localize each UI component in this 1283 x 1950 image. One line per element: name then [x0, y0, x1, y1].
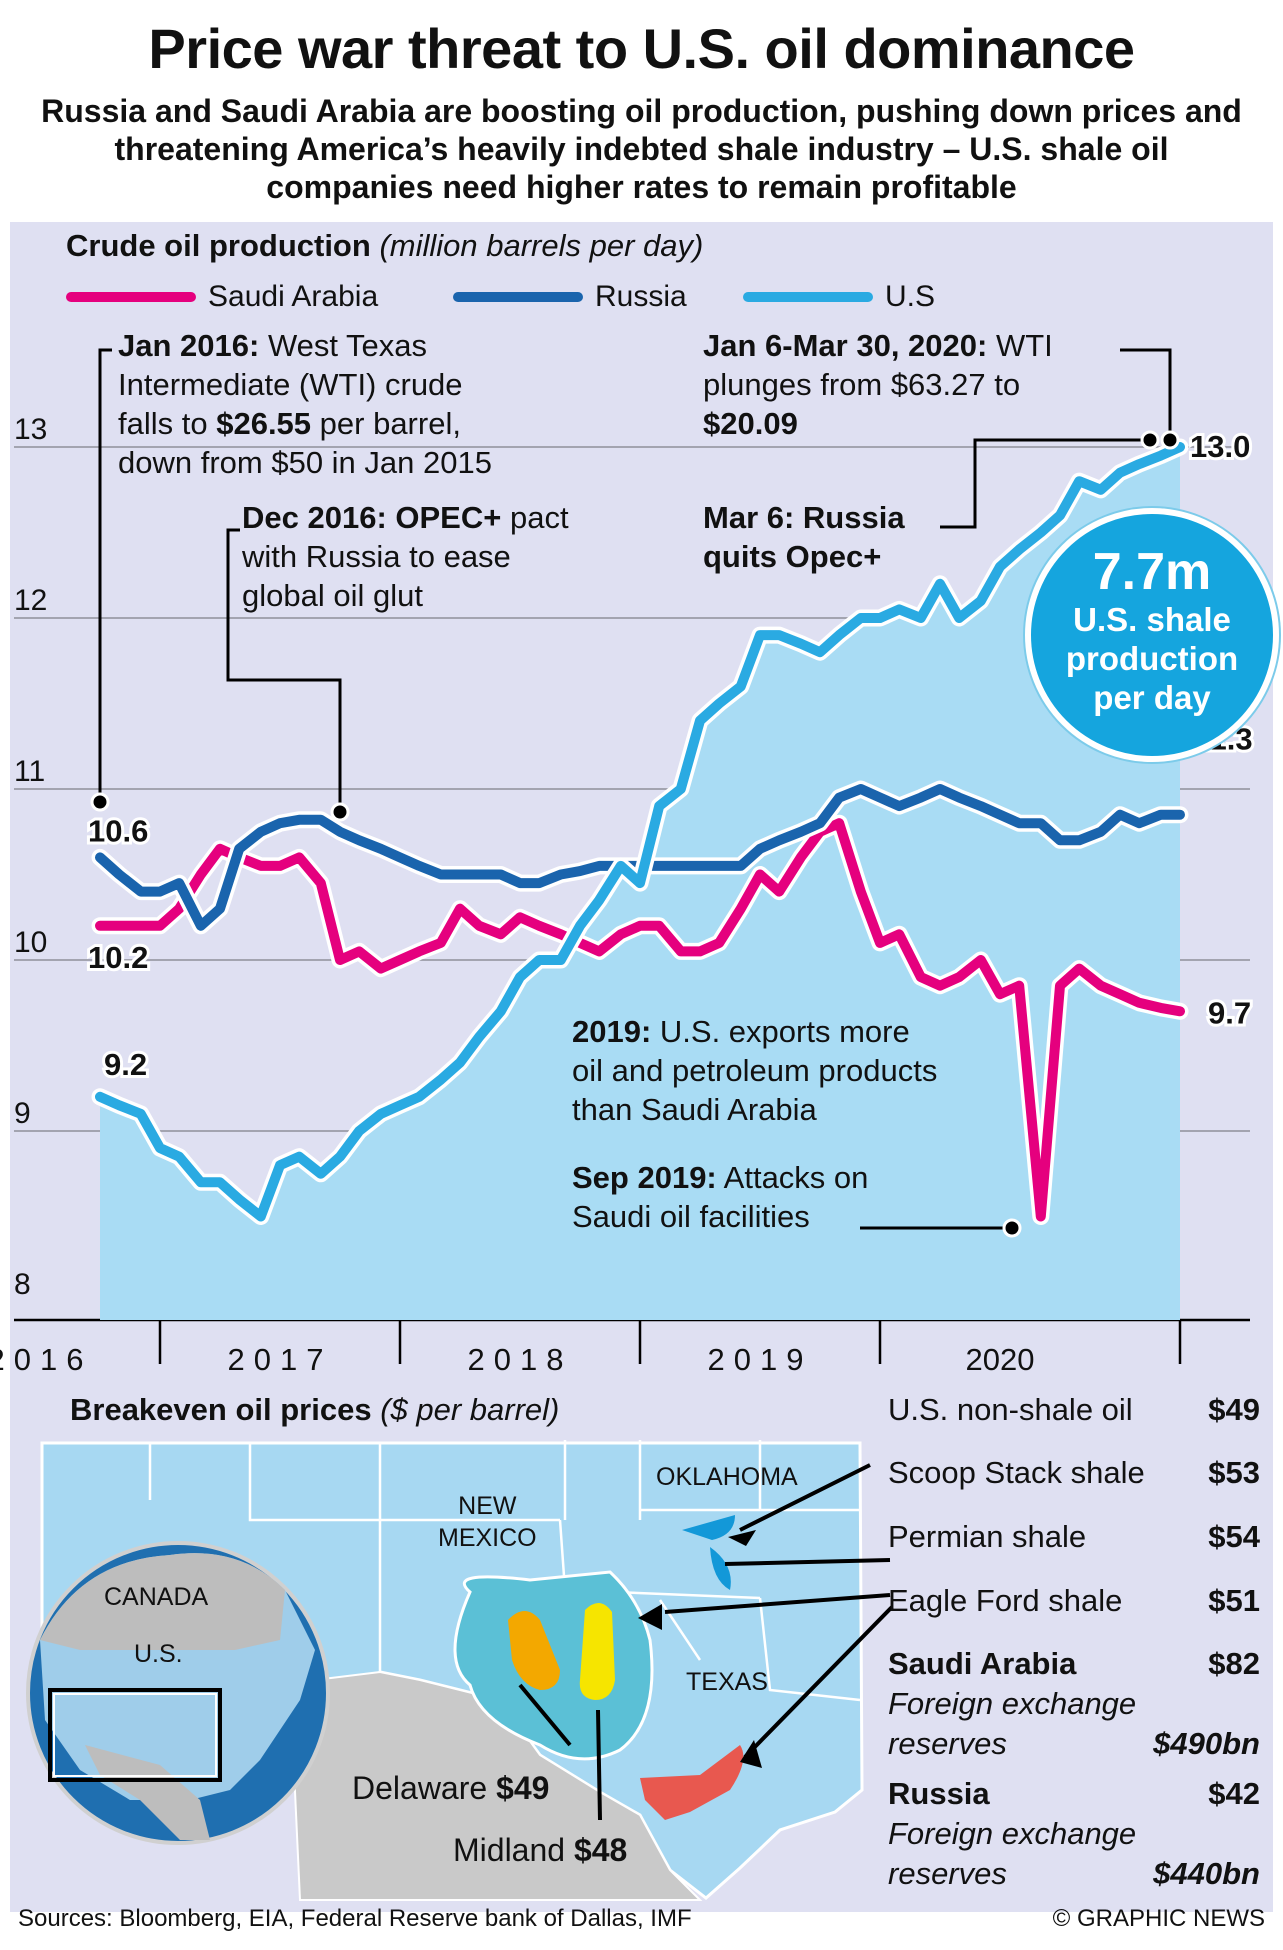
label-texas: TEXAS: [686, 1668, 768, 1696]
breakeven-row-us-nonshale: U.S. non-shale oil $49: [888, 1392, 1260, 1427]
saudi-line: [95, 818, 1185, 1222]
leader-jan2020-dot: [1160, 430, 1180, 450]
leader-dec2016: [226, 528, 342, 812]
sources-text: Sources: Bloomberg, EIA, Federal Reserve…: [18, 1905, 692, 1932]
label-us-end: 13.0: [1190, 429, 1250, 464]
chart-header-italic: (million barrels per day): [379, 228, 704, 263]
x-tick-label-2020: 2020: [966, 1342, 1035, 1377]
annotation-mar6: Mar 6: Russia quits Opec+: [703, 500, 905, 574]
annotation-exports-2019: 2019: U.S. exports more oil and petroleu…: [572, 1014, 938, 1127]
label-midland: Midland $48: [453, 1832, 628, 1868]
breakeven-row-permian: Permian shale $54: [888, 1519, 1260, 1554]
annotation-jan2020: Jan 6-Mar 30, 2020: WTI plunges from $63…: [703, 328, 1053, 441]
leader-mar6: [940, 438, 1150, 529]
breakeven-row-saudi: Saudi Arabia $82: [888, 1646, 1260, 1681]
breakeven-header: Breakeven oil prices ($ per barrel): [70, 1392, 560, 1427]
leader-jan2020: [1120, 348, 1172, 440]
line-chart: 8 9 10 11 12 13 2016 2017 2018 2019 2020 10.6 10.2 9…: [0, 348, 1256, 1377]
label-new-mexico: NEW MEXICO: [438, 1492, 537, 1552]
x-tick-label-2018: 2018: [468, 1342, 573, 1377]
legend-saudi-label: Saudi Arabia: [208, 280, 379, 313]
leader-dec2016-dot: [330, 802, 350, 822]
y-tick-label-13: 13: [14, 413, 47, 446]
y-tick-label-11: 11: [14, 755, 45, 788]
x-tick-label-2019: 2019: [708, 1342, 813, 1377]
credit-text: © GRAPHIC NEWS: [1052, 1905, 1265, 1932]
y-tick-label-12: 12: [14, 584, 47, 617]
label-saudi-start: 10.2: [88, 940, 148, 975]
leader-jan2016: [98, 348, 112, 802]
x-tick-label-2016: 2016: [0, 1342, 92, 1377]
us-line: [95, 442, 1185, 1222]
y-tick-label-8: 8: [14, 1268, 31, 1301]
saudi-reserves: Foreign exchange reserves $490bn: [888, 1686, 1260, 1761]
leader-sep2019-dot: [1002, 1218, 1022, 1238]
label-canada: CANADA: [104, 1583, 209, 1611]
label-us: U.S.: [134, 1640, 183, 1668]
label-saudi-end: 9.7: [1208, 995, 1251, 1030]
shale-production-bubble: 7.7m U.S. shale production per day: [1025, 508, 1279, 762]
x-tick-label-2017: 2017: [228, 1342, 333, 1377]
y-tick-label-10: 10: [14, 926, 47, 959]
label-us-start: 9.2: [104, 1047, 147, 1082]
legend-saudi-swatch: [66, 292, 196, 302]
label-oklahoma: OKLAHOMA: [656, 1463, 798, 1491]
chart-header-bold: Crude oil production: [66, 228, 371, 263]
y-tick-label-9: 9: [14, 1097, 31, 1130]
annotation-dec2016: Dec 2016: OPEC+ pact with Russia to ease…: [242, 500, 569, 613]
leader-jan2016-dot: [90, 792, 110, 812]
legend-russia-swatch: [453, 292, 583, 302]
chart-header: Crude oil production (million barrels pe…: [66, 228, 703, 264]
page-subtitle: Russia and Saudi Arabia are boosting oil…: [41, 93, 1242, 205]
breakeven-row-scoop-stack: Scoop Stack shale $53: [888, 1455, 1260, 1490]
breakeven-row-eagle-ford: Eagle Ford shale $51: [888, 1583, 1260, 1618]
leader-mar6-dot: [1140, 430, 1160, 450]
russia-reserves: Foreign exchange reserves $440bn: [888, 1816, 1260, 1891]
breakeven-row-russia: Russia $42: [888, 1776, 1260, 1811]
label-delaware: Delaware $49: [352, 1770, 550, 1806]
annotation-jan2016: Jan 2016: West Texas Intermediate (WTI) …: [118, 328, 492, 480]
annotation-sep2019: Sep 2019: Attacks on Saudi oil facilitie…: [572, 1160, 869, 1234]
legend-us-label: U.S: [885, 280, 936, 313]
legend-us-swatch: [743, 292, 873, 302]
label-russia-start: 10.6: [88, 813, 148, 848]
legend-russia-label: Russia: [595, 280, 687, 313]
page-title: Price war threat to U.S. oil dominance: [148, 17, 1135, 80]
